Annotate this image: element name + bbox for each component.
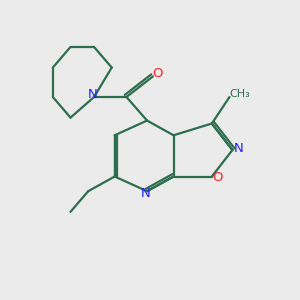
Text: O: O	[212, 172, 222, 184]
Text: CH₃: CH₃	[230, 89, 250, 99]
Text: N: N	[88, 88, 98, 100]
Text: N: N	[234, 142, 244, 155]
Text: O: O	[152, 67, 163, 80]
Text: N: N	[141, 187, 151, 200]
